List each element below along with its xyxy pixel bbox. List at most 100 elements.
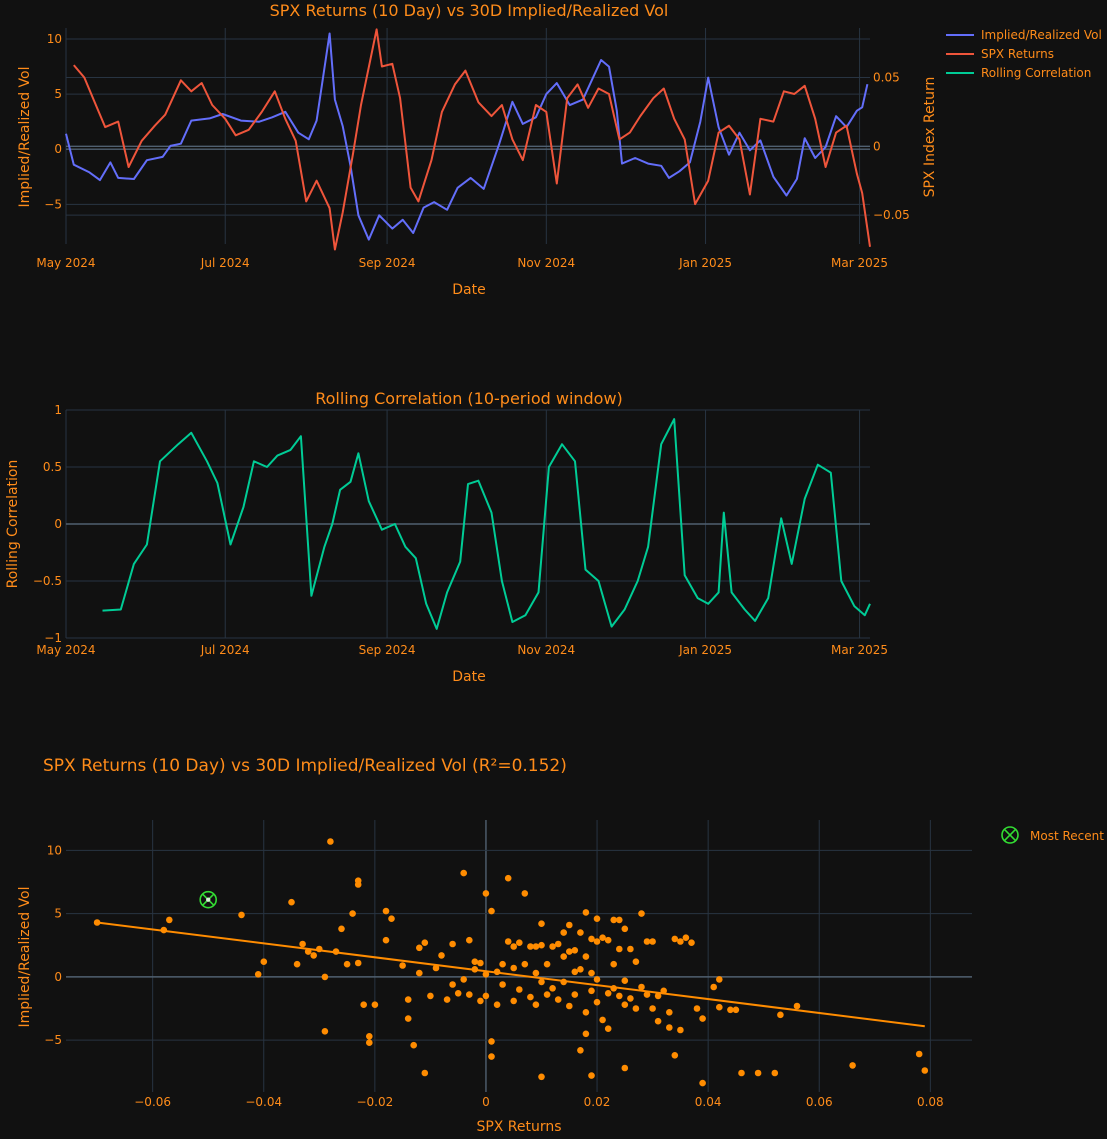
- scatter-point: [321, 1028, 329, 1035]
- legend-label-spx-returns: SPX Returns: [981, 47, 1054, 61]
- rolling-correlation-x-axis-label: Date: [452, 669, 485, 685]
- spx-returns-line: [73, 28, 871, 251]
- x-tick-label: 0.02: [584, 1095, 611, 1109]
- scatter-point: [488, 1038, 495, 1045]
- scatter-point: [516, 939, 523, 946]
- x-tick-label: May 2024: [36, 643, 95, 657]
- scatter-point: [588, 935, 595, 943]
- x-tick-label: 0.08: [917, 1095, 944, 1109]
- scatter-point: [288, 898, 295, 906]
- scatter-point: [682, 934, 690, 941]
- scatter-point: [310, 952, 318, 959]
- scatter-point: [616, 916, 623, 924]
- legend-item-rolling-correlation[interactable]: Rolling Correlation: [946, 66, 1091, 80]
- scatter-point: [443, 996, 451, 1003]
- x-tick-label: 0.06: [806, 1095, 833, 1109]
- scatter-point: [566, 1002, 573, 1010]
- scatter-point: [488, 907, 495, 915]
- legend-item-most-recent[interactable]: Most Recent: [1001, 826, 1104, 844]
- scatter-point: [554, 996, 562, 1003]
- x-tick-label: Jul 2024: [200, 256, 250, 270]
- y-tick-label: −1: [44, 631, 62, 645]
- scatter-point: [299, 940, 306, 948]
- scatter-point: [543, 991, 551, 998]
- y-left-tick-label: 0: [54, 142, 62, 156]
- scatter-point: [616, 992, 623, 1000]
- rolling-correlation-y-axis-label: Rolling Correlation: [5, 460, 21, 589]
- y-tick-label: 0: [54, 517, 62, 531]
- returns-vol-y-left-ticks: 10 5 0 −5: [44, 32, 62, 211]
- scatter-point: [360, 1001, 368, 1008]
- scatter-point: [621, 925, 629, 933]
- x-tick-label: Nov 2024: [517, 643, 575, 657]
- y-right-tick-label: −0.05: [873, 208, 910, 222]
- rolling-correlation-series: [102, 418, 871, 630]
- legend-label-most-recent: Most Recent: [1030, 829, 1104, 843]
- scatter-point: [416, 969, 423, 977]
- scatter-point: [566, 948, 573, 955]
- scatter-point: [366, 1033, 373, 1040]
- scatter-point: [382, 907, 390, 915]
- scatter-point: [677, 1026, 684, 1034]
- scatter-point: [571, 947, 579, 954]
- scatter-point: [238, 911, 245, 919]
- y-tick-label: 0.5: [43, 460, 62, 474]
- scatter-point: [482, 890, 490, 897]
- marker-ring: [199, 890, 218, 909]
- scatter-point: [460, 869, 468, 877]
- scatter-point: [421, 939, 429, 946]
- scatter-point: [516, 986, 523, 993]
- scatter-point: [688, 939, 695, 946]
- scatter-point: [632, 1005, 640, 1012]
- x-tick-label: Sep 2024: [359, 256, 416, 270]
- scatter-point: [604, 1025, 612, 1032]
- x-tick-label: Jul 2024: [200, 643, 250, 657]
- y-left-tick-label: 10: [47, 32, 62, 46]
- y-left-tick-label: 5: [54, 87, 62, 101]
- scatter-point: [521, 890, 529, 897]
- scatter-point: [727, 1006, 734, 1014]
- scatter-point: [354, 881, 362, 888]
- most-recent-center: [206, 897, 211, 902]
- scatter-point: [427, 992, 434, 1000]
- scatter-point: [538, 920, 545, 927]
- scatter-point: [449, 940, 456, 948]
- scatter-point: [466, 936, 473, 944]
- legend-item-spx-returns[interactable]: SPX Returns: [946, 47, 1054, 61]
- scatter-point: [582, 953, 590, 960]
- scatter-point: [510, 943, 517, 950]
- rolling-correlation-gridlines: [65, 409, 870, 639]
- scatter-point: [366, 1039, 373, 1046]
- scatter-point: [493, 1001, 501, 1008]
- scatter-x-ticks: −0.06 −0.04 −0.02 0 0.02 0.04 0.06 0.08: [134, 1095, 943, 1109]
- scatter-point: [482, 992, 490, 1000]
- scatter-point: [671, 935, 679, 943]
- scatter-point: [671, 1052, 679, 1059]
- scatter-point: [666, 1024, 673, 1031]
- scatter-point: [577, 966, 584, 973]
- scatter-point: [260, 958, 268, 965]
- scatter-point: [616, 945, 623, 953]
- scatter-point: [599, 1016, 606, 1024]
- scatter-point: [404, 996, 412, 1003]
- scatter-point: [632, 958, 640, 965]
- rolling-correlation-chart: Rolling Correlation (10-period window) M…: [5, 389, 888, 685]
- x-tick-label: May 2024: [36, 256, 95, 270]
- scatter-point: [527, 943, 534, 950]
- legend-item-implied-vol[interactable]: Implied/Realized Vol: [946, 28, 1102, 42]
- x-tick-label: 0.04: [695, 1095, 722, 1109]
- scatter-point: [588, 969, 595, 977]
- scatter-point: [588, 987, 595, 995]
- scatter-point: [343, 960, 351, 968]
- scatter-point: [510, 964, 517, 972]
- scatter-point: [471, 958, 479, 965]
- scatter-point: [716, 1003, 723, 1011]
- scatter-point: [449, 981, 456, 988]
- scatter-x-axis-label: SPX Returns: [476, 1119, 561, 1135]
- x-tick-label: Sep 2024: [359, 643, 416, 657]
- scatter-point: [593, 915, 601, 922]
- scatter-points: [93, 838, 929, 1087]
- scatter-point: [504, 874, 512, 882]
- scatter-point: [849, 1062, 856, 1069]
